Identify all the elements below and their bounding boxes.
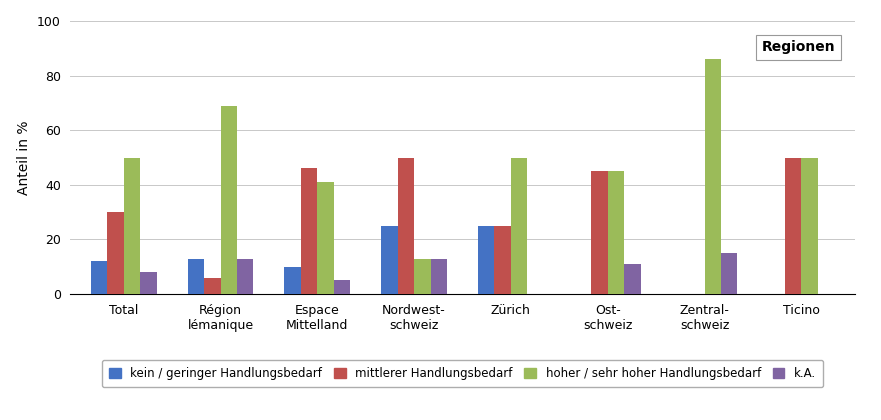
- Bar: [478, 226, 494, 294]
- Bar: [431, 258, 447, 294]
- Bar: [785, 158, 802, 294]
- Text: Regionen: Regionen: [761, 40, 835, 54]
- Bar: [721, 253, 737, 294]
- Bar: [334, 281, 351, 294]
- Bar: [188, 258, 204, 294]
- Bar: [301, 168, 317, 294]
- Bar: [91, 261, 107, 294]
- Bar: [591, 171, 608, 294]
- Bar: [494, 226, 511, 294]
- Bar: [381, 226, 397, 294]
- Bar: [802, 158, 818, 294]
- Bar: [414, 258, 431, 294]
- Bar: [220, 105, 237, 294]
- Bar: [317, 182, 334, 294]
- Bar: [397, 158, 414, 294]
- Bar: [123, 158, 140, 294]
- Bar: [204, 278, 220, 294]
- Y-axis label: Anteil in %: Anteil in %: [18, 120, 32, 195]
- Legend: kein / geringer Handlungsbedarf, mittlerer Handlungsbedarf, hoher / sehr hoher H: kein / geringer Handlungsbedarf, mittler…: [102, 360, 823, 387]
- Bar: [237, 258, 254, 294]
- Bar: [608, 171, 624, 294]
- Bar: [624, 264, 640, 294]
- Bar: [705, 59, 721, 294]
- Bar: [511, 158, 528, 294]
- Bar: [140, 272, 157, 294]
- Bar: [285, 267, 301, 294]
- Bar: [107, 212, 123, 294]
